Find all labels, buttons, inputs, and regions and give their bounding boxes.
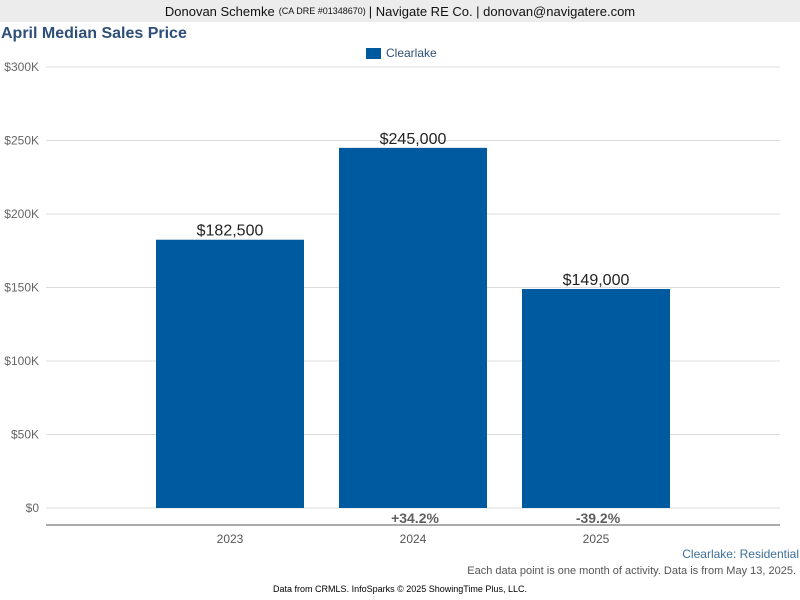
data-label: $149,000 [563,272,630,289]
x-tick-label: 2025 [583,532,610,546]
bar-2023[interactable] [156,239,304,508]
legend-label: Clearlake [386,46,437,60]
data-label: $182,500 [197,223,264,240]
agent-license: (CA DRE #01348670) [278,6,366,16]
y-tick-label: $300K [4,60,39,74]
bar-2024[interactable] [339,147,487,508]
y-tick-label: $150K [4,281,39,295]
agent-contact: | Navigate RE Co. | donovan@navigatere.c… [368,3,636,19]
legend-swatch [366,47,381,59]
change-label: -39.2% [576,510,621,526]
y-tick-label: $0 [26,501,40,515]
x-tick-label: 2024 [400,532,427,546]
data-label: $245,000 [380,131,447,148]
y-tick-label: $50K [11,428,39,442]
x-tick-label: 2023 [217,532,244,546]
change-label: +34.2% [391,510,439,526]
agent-name: Donovan Schemke [164,3,275,19]
data-note: Each data point is one month of activity… [467,565,796,577]
agent-header: Donovan Schemke (CA DRE #01348670) | Nav… [0,0,800,22]
series-tag: Clearlake: Residential [682,547,799,561]
y-tick-label: $100K [4,354,39,368]
y-tick-label: $250K [4,134,39,148]
chart-title: April Median Sales Price [1,25,187,42]
chart-legend[interactable]: Clearlake [366,46,437,60]
y-tick-label: $200K [4,207,39,221]
footer-credit: Data from CRMLS. InfoSparks © 2025 Showi… [273,584,527,594]
bar-2025[interactable] [522,288,670,508]
